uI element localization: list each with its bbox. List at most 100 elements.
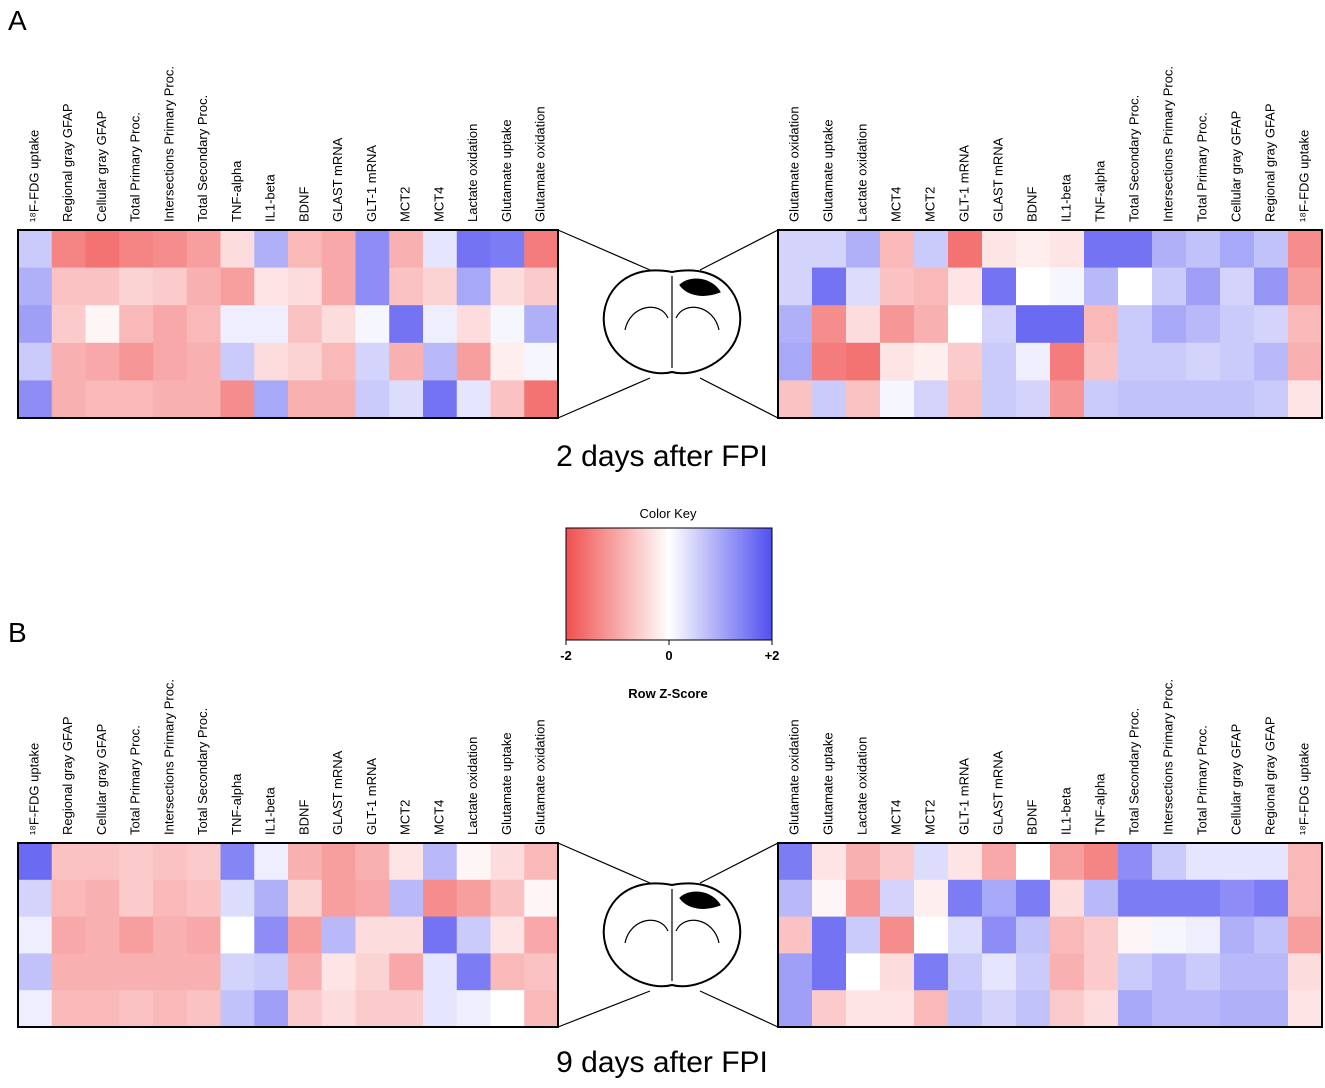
brain-panel-a — [558, 230, 778, 418]
heatmap-cell — [914, 230, 949, 268]
column-label: TNF-alpha — [229, 773, 244, 835]
heatmap-cell — [457, 843, 491, 880]
heatmap-cell — [423, 917, 457, 954]
column-label: IL1-beta — [263, 174, 278, 222]
heatmap-cell — [288, 380, 322, 418]
heatmap-cell — [356, 990, 390, 1027]
heatmap-cell — [914, 380, 949, 418]
heatmap-cell — [18, 880, 52, 917]
column-label: Glutamate oxidation — [786, 106, 801, 222]
column-label: ¹⁸F-FDG uptake — [1296, 743, 1311, 835]
heatmap-cell — [1016, 843, 1051, 880]
heatmap-cell — [1288, 843, 1323, 880]
heatmap-cell — [1118, 268, 1153, 306]
heatmap-cell — [1118, 990, 1153, 1027]
heatmap-cell — [524, 917, 558, 954]
heatmap-cell — [778, 990, 813, 1027]
heatmap-cell — [524, 305, 558, 343]
heatmap-cell — [18, 953, 52, 990]
heatmap-cell — [153, 843, 187, 880]
heatmap-cell — [812, 230, 847, 268]
heatmap-cell — [1016, 380, 1051, 418]
heatmap-cell — [914, 268, 949, 306]
heatmap-cell — [423, 305, 457, 343]
heatmap-cell — [322, 343, 356, 381]
column-label: Intersections Primary Proc. — [1160, 66, 1175, 222]
heatmap-cell — [1288, 230, 1323, 268]
heatmap-cell — [389, 380, 423, 418]
heatmap-cell — [86, 843, 120, 880]
heatmap-cell — [389, 880, 423, 917]
heatmap-cell — [18, 380, 52, 418]
heatmap-cell — [1288, 953, 1323, 990]
heatmap-cell — [153, 917, 187, 954]
heatmap-cell — [18, 917, 52, 954]
column-label: Intersections Primary Proc. — [1160, 679, 1175, 835]
heatmap-cell — [187, 990, 221, 1027]
heatmap-cell — [778, 343, 813, 381]
heatmap-cell — [1152, 380, 1187, 418]
heatmap-cell — [846, 990, 881, 1027]
heatmap-cell — [288, 953, 322, 990]
heatmap-cell — [1050, 990, 1085, 1027]
heatmap-cell — [812, 953, 847, 990]
column-label: Regional gray GFAP — [60, 103, 75, 222]
heatmap-cell — [221, 917, 255, 954]
heatmap-cell — [524, 843, 558, 880]
heatmap-cell — [1254, 880, 1289, 917]
column-label: GLT-1 mRNA — [364, 758, 379, 835]
heatmap-cell — [1084, 917, 1119, 954]
heatmap-cell — [153, 380, 187, 418]
heatmap-cell — [119, 268, 153, 306]
heatmap-cell — [1288, 380, 1323, 418]
heatmap-cell — [153, 953, 187, 990]
heatmap-cell — [948, 953, 983, 990]
heatmap-cell — [812, 917, 847, 954]
column-label: ¹⁸F-FDG uptake — [26, 130, 41, 222]
heatmap-cell — [1050, 953, 1085, 990]
heatmap-cell — [524, 990, 558, 1027]
heatmap-cell — [1186, 305, 1221, 343]
page: {"chart_data": [ {"type": "heatmap", "co… — [0, 0, 1325, 1088]
heatmap-cell — [1016, 917, 1051, 954]
heatmap-cell — [86, 380, 120, 418]
heatmap-cell — [491, 880, 525, 917]
heatmap-cell — [491, 917, 525, 954]
column-label: GLT-1 mRNA — [956, 758, 971, 835]
heatmap-cell — [187, 917, 221, 954]
heatmap-cell — [254, 230, 288, 268]
column-label: ¹⁸F-FDG uptake — [26, 743, 41, 835]
heatmap-cell — [288, 843, 322, 880]
heatmap-cell — [846, 305, 881, 343]
heatmap-cell — [914, 343, 949, 381]
heatmap-cell — [153, 990, 187, 1027]
column-label: MCT4 — [888, 800, 903, 835]
heatmap-cell — [1016, 230, 1051, 268]
heatmap-cell — [1186, 990, 1221, 1027]
heatmap-cell — [457, 380, 491, 418]
heatmap-cell — [457, 953, 491, 990]
heatmap-cell — [1152, 917, 1187, 954]
heatmap-cell — [322, 917, 356, 954]
heatmap-cell — [288, 268, 322, 306]
heatmap-cell — [982, 268, 1017, 306]
heatmap-cell — [1186, 230, 1221, 268]
column-label: Intersections Primary Proc. — [161, 679, 176, 835]
heatmap-cell — [254, 843, 288, 880]
heatmap-cell — [982, 953, 1017, 990]
heatmap-cell — [457, 917, 491, 954]
heatmap-cell — [982, 305, 1017, 343]
heatmap-cell — [322, 380, 356, 418]
heatmap-cell — [812, 880, 847, 917]
column-label: GLAST mRNA — [330, 137, 345, 222]
heatmap-cell — [1254, 990, 1289, 1027]
heatmap-cell — [1220, 380, 1255, 418]
column-label: Intersections Primary Proc. — [161, 66, 176, 222]
heatmap-cell — [322, 268, 356, 306]
heatmap-cell — [119, 305, 153, 343]
heatmap-cell — [254, 268, 288, 306]
heatmap-cell — [914, 917, 949, 954]
heatmap-cell — [524, 880, 558, 917]
column-label: Total Secondary Proc. — [195, 95, 210, 222]
heatmap-cell — [153, 343, 187, 381]
